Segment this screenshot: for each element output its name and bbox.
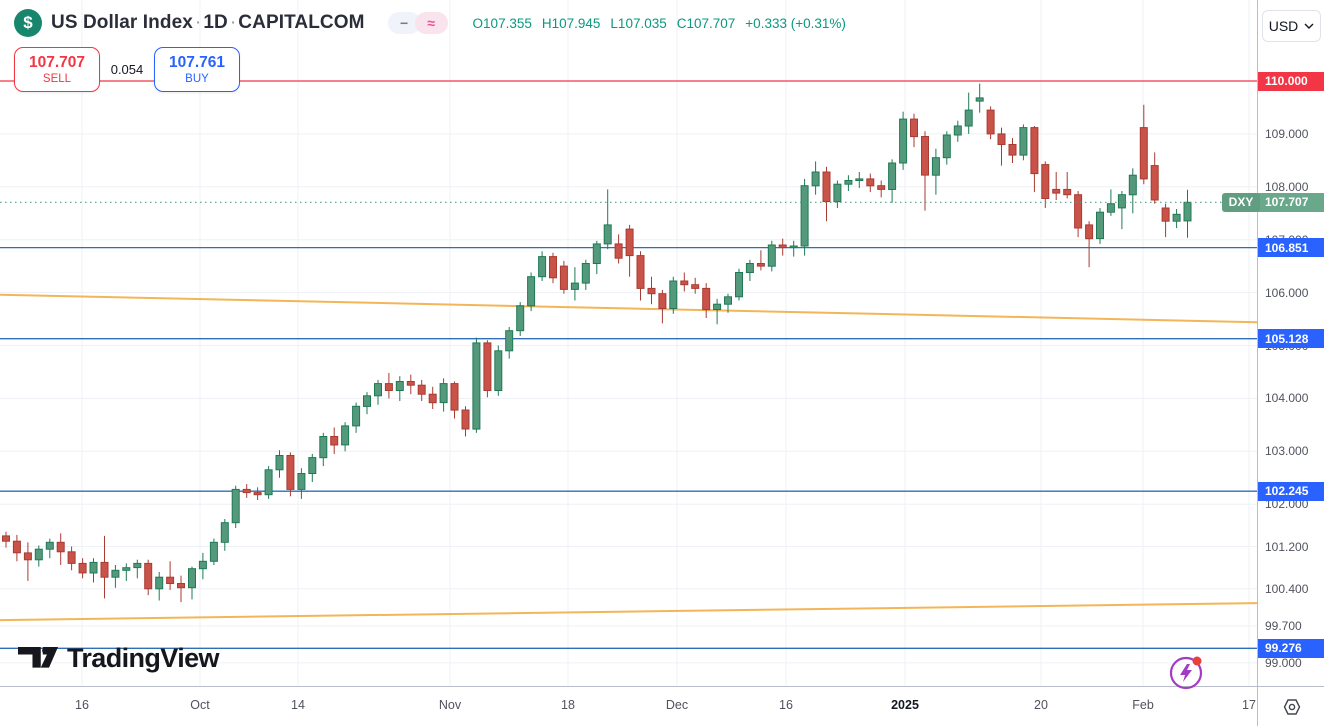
separator: ·	[194, 12, 202, 33]
time-axis[interactable]: 16 Oct 14 Nov 18 Dec 16 2025 20 Feb 17	[0, 686, 1257, 726]
minimize-legend-icon[interactable]: −	[387, 12, 421, 34]
trendlines[interactable]	[0, 293, 1257, 622]
last-price-badge: 107.707	[1258, 192, 1324, 212]
axis-corner	[1257, 686, 1324, 726]
time-tick-label: 2025	[891, 698, 919, 712]
symbol-name: US Dollar Index	[51, 12, 193, 33]
price-tick-label: 103.000	[1265, 444, 1309, 459]
time-tick-label: Nov	[438, 698, 462, 712]
price-axis[interactable]: 109.000108.000107.000106.000105.000104.0…	[1257, 0, 1324, 686]
tradingview-wordmark: TradingView	[67, 642, 220, 673]
time-tick-label: 16	[75, 698, 89, 712]
interval-label: 1D	[203, 12, 228, 33]
symbol-price-chip: DXY	[1222, 192, 1260, 212]
currency-label: USD	[1268, 18, 1299, 34]
symbol-logo-icon: $	[14, 9, 42, 37]
ohlc-values: O107.355 H107.945 L107.035 C107.707 +0.3…	[473, 16, 846, 31]
spread-value: 0.054	[110, 62, 144, 77]
price-tick-label: 106.000	[1265, 285, 1309, 300]
time-tick-label: 18	[561, 698, 575, 712]
buy-button[interactable]: 107.761 BUY	[154, 47, 240, 92]
flash-notification-icon[interactable]	[1166, 651, 1208, 693]
tradingview-logo[interactable]: TradingView	[18, 642, 220, 674]
level-price-badge: 99.276	[1258, 638, 1324, 658]
price-tick-label: 101.200	[1265, 539, 1309, 554]
high-value: H107.945	[541, 15, 601, 31]
support-resistance-lines[interactable]	[0, 80, 1257, 649]
time-tick-label: 20	[1034, 698, 1048, 712]
candles	[2, 83, 1192, 603]
price-tick-label: 99.700	[1265, 618, 1302, 633]
buy-label: BUY	[185, 72, 209, 85]
open-value: O107.355	[472, 15, 532, 31]
trade-panel: 107.707 SELL 0.054 107.761 BUY	[14, 47, 240, 92]
level-price-badge: 105.128	[1258, 329, 1324, 349]
time-tick-label: 16	[779, 698, 793, 712]
tradingview-mark-icon	[18, 646, 58, 668]
time-tick-label: 17	[1242, 698, 1256, 712]
symbol-legend: $ US Dollar Index · 1D · CAPITALCOM − ≈ O107…	[14, 9, 846, 37]
chevron-down-icon	[1304, 23, 1314, 29]
sell-button[interactable]: 107.707 SELL	[14, 47, 100, 92]
price-tick-label: 108.000	[1265, 179, 1309, 194]
symbol-title[interactable]: US Dollar Index · 1D · CAPITALCOM	[51, 12, 365, 34]
wave-mode-icon[interactable]: ≈	[414, 12, 448, 34]
buy-price: 107.761	[168, 53, 226, 71]
time-tick-label: Oct	[190, 698, 210, 712]
sell-label: SELL	[42, 72, 72, 85]
resistance-price-badge: 110.000	[1258, 71, 1324, 91]
time-tick-label: Dec	[665, 698, 689, 712]
level-price-badge: 106.851	[1258, 238, 1324, 258]
change-value: +0.333 (+0.31%)	[745, 15, 846, 31]
separator: ·	[229, 12, 237, 33]
price-tick-label: 109.000	[1265, 126, 1309, 141]
level-price-badge: 102.245	[1258, 481, 1324, 501]
legend-toolbar: − ≈	[387, 12, 448, 34]
price-tick-label: 100.400	[1265, 581, 1309, 596]
sell-price: 107.707	[28, 53, 86, 71]
time-tick-label: 14	[291, 698, 305, 712]
low-value: L107.035	[610, 15, 667, 31]
exchange-label: CAPITALCOM	[238, 12, 365, 33]
close-value: C107.707	[676, 15, 736, 31]
axis-settings-icon[interactable]	[1282, 697, 1302, 717]
candlestick-chart[interactable]	[0, 0, 1257, 686]
currency-selector[interactable]: USD	[1262, 10, 1321, 42]
time-tick-label: Feb	[1132, 698, 1154, 712]
price-tick-label: 104.000	[1265, 391, 1309, 406]
price-tick-label: 99.000	[1265, 655, 1302, 670]
